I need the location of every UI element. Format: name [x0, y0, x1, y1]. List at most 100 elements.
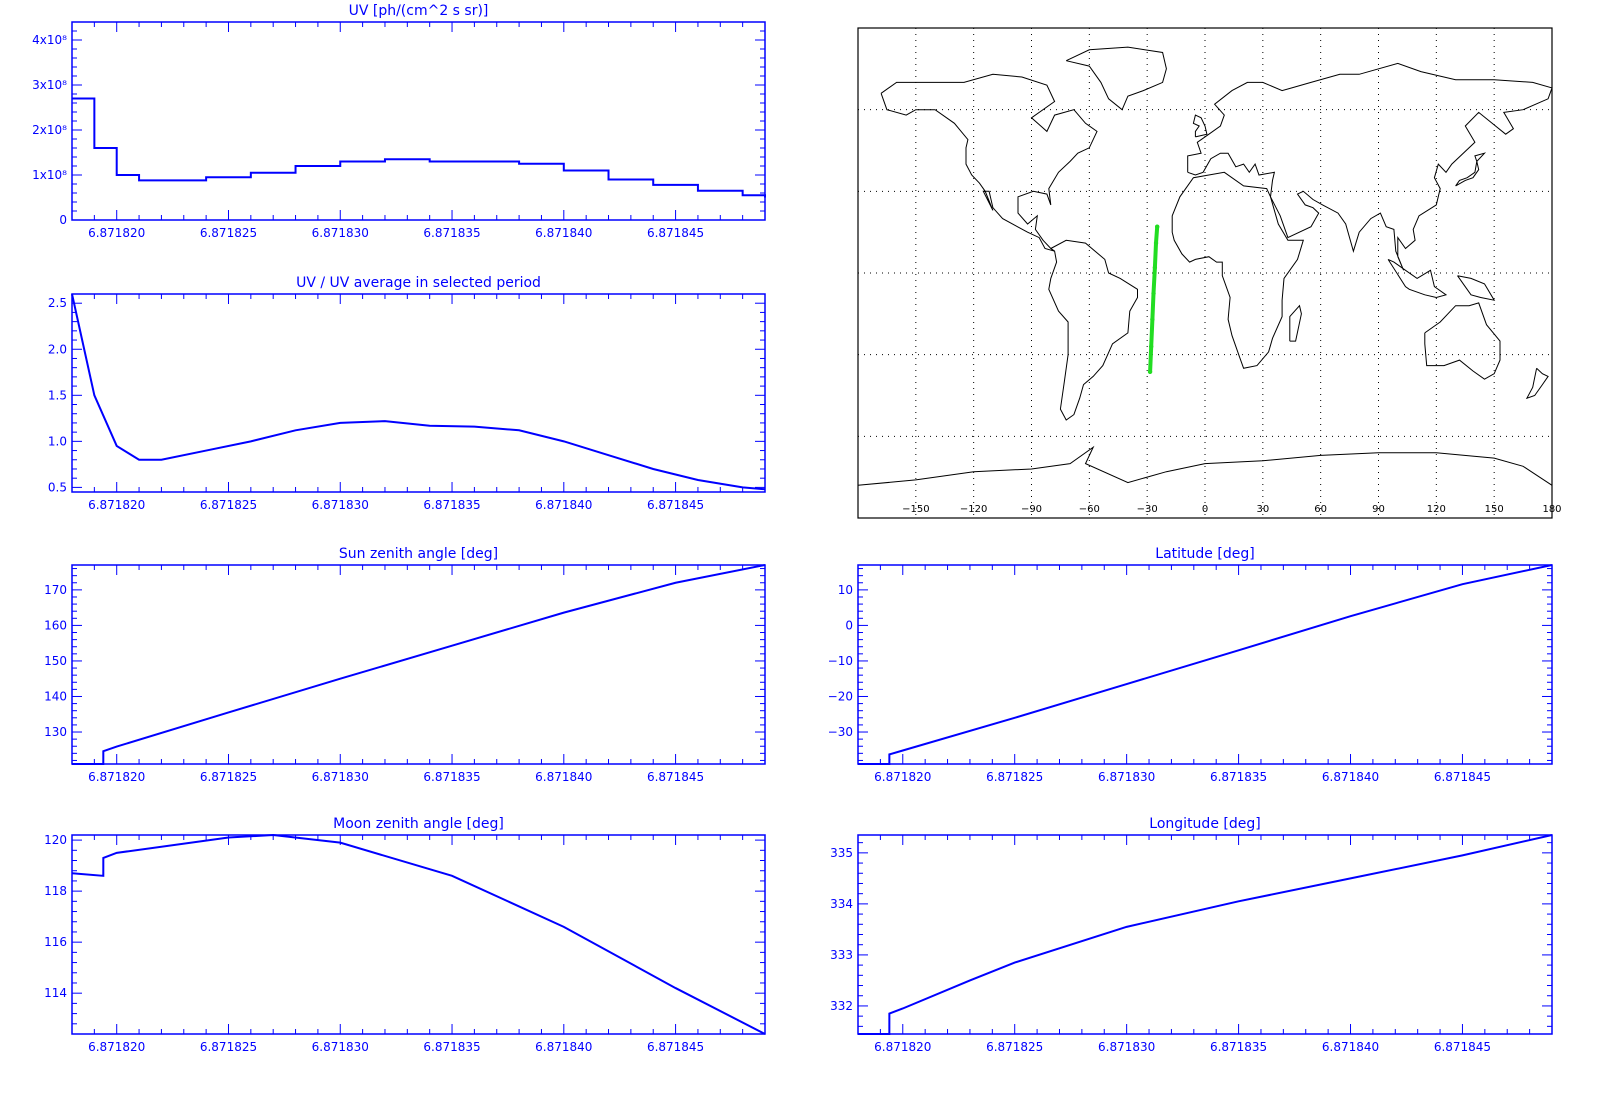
x-tick-label: 6.871845	[647, 770, 704, 784]
x-tick-label: 6.871830	[312, 498, 369, 512]
x-tick-label: 6.871820	[874, 770, 931, 784]
x-tick-label: 6.871840	[535, 770, 592, 784]
coastline-new-zealand	[1525, 367, 1549, 400]
chart-title: Moon zenith angle [deg]	[333, 816, 504, 832]
map-lon-tick-label: 180	[1542, 504, 1561, 515]
map-lon-tick-label: −90	[1021, 504, 1042, 515]
x-tick-label: 6.871820	[88, 498, 145, 512]
track-point	[1149, 344, 1154, 349]
chart-moon-zenith: Moon zenith angle [deg] 6.871820 6.871825 6…	[44, 816, 766, 1054]
y-tick-label: −20	[828, 689, 853, 703]
map-lon-tick-label: 60	[1314, 504, 1327, 515]
x-tick-label: 6.871820	[88, 226, 145, 240]
coastline-japan	[1455, 152, 1487, 187]
series-line	[71, 833, 766, 1035]
y-tick-label: 0	[59, 213, 67, 227]
y-tick-label: 334	[830, 897, 853, 911]
x-tick-label: 6.871820	[88, 1040, 145, 1054]
track-point	[1150, 317, 1155, 322]
x-tick-label: 6.871825	[200, 226, 257, 240]
map-lon-tick-label: −60	[1079, 504, 1100, 515]
x-tick-label: 6.871825	[200, 1040, 257, 1054]
x-tick-label: 6.871820	[874, 1040, 931, 1054]
track-point	[1151, 291, 1156, 296]
y-tick-label: −10	[828, 654, 853, 668]
coastline-south-america	[1048, 239, 1138, 421]
y-tick-label: 1x10⁸	[32, 168, 67, 182]
plot-frame	[71, 21, 766, 221]
chart-title: UV / UV average in selected period	[296, 275, 541, 291]
x-tick-label: 6.871835	[423, 1040, 480, 1054]
plot-frame	[857, 564, 1553, 765]
map-lon-tick-label: −150	[902, 504, 929, 515]
y-tick-label: 332	[830, 999, 853, 1013]
coastline-eurasia	[1187, 62, 1553, 271]
coastline-indonesia	[1387, 258, 1448, 299]
map-lon-tick-label: 120	[1427, 504, 1446, 515]
map-lon-tick-label: 0	[1202, 504, 1208, 515]
y-tick-label: 116	[44, 935, 67, 949]
plot-frame	[857, 834, 1553, 1035]
y-tick-label: 118	[44, 884, 67, 898]
y-tick-label: 2x10⁸	[32, 123, 67, 137]
x-tick-label: 6.871830	[1098, 1040, 1155, 1054]
chart-title: UV [ph/(cm^2 s sr)]	[349, 3, 489, 19]
x-tick-label: 6.871825	[986, 770, 1043, 784]
x-tick-label: 6.871840	[1322, 770, 1379, 784]
y-tick-label: −30	[828, 725, 853, 739]
x-tick-label: 6.871840	[1322, 1040, 1379, 1054]
y-tick-label: 1.5	[48, 388, 67, 402]
charts-group: UV [ph/(cm^2 s sr)] 6.871820 6.871825 6.871…	[32, 3, 1553, 1054]
chart-sun-zenith: Sun zenith angle [deg] 6.871820 6.871825 6.…	[44, 546, 766, 784]
coastline-british-isles	[1192, 114, 1208, 138]
chart-uv-ratio: UV / UV average in selected period 6.8718…	[48, 275, 766, 512]
x-tick-label: 6.871835	[1210, 1040, 1267, 1054]
y-tick-label: 335	[830, 846, 853, 860]
y-tick-label: 170	[44, 583, 67, 597]
x-tick-label: 6.871840	[535, 498, 592, 512]
y-tick-label: 130	[44, 725, 67, 739]
y-tick-label: 2.0	[48, 342, 67, 356]
x-tick-label: 6.871825	[986, 1040, 1043, 1054]
map-lon-tick-label: 90	[1372, 504, 1385, 515]
map-lon-tick-label: 150	[1485, 504, 1504, 515]
plot-frame	[71, 834, 766, 1035]
x-tick-label: 6.871840	[535, 1040, 592, 1054]
map-lon-tick-label: 30	[1256, 504, 1269, 515]
x-tick-label: 6.871845	[647, 1040, 704, 1054]
satellite-track	[1148, 224, 1160, 374]
coastline-africa	[1171, 171, 1304, 369]
series-line	[71, 293, 766, 491]
x-tick-label: 6.871825	[200, 770, 257, 784]
y-tick-label: 150	[44, 654, 67, 668]
x-tick-label: 6.871845	[1434, 770, 1491, 784]
track-point	[1154, 224, 1160, 229]
x-tick-label: 6.871845	[1434, 1040, 1491, 1054]
y-tick-label: 140	[44, 689, 67, 703]
track-point	[1152, 265, 1158, 270]
coastline-greenland	[1065, 46, 1167, 111]
x-tick-label: 6.871830	[312, 226, 369, 240]
x-tick-label: 6.871830	[312, 770, 369, 784]
chart-title: Longitude [deg]	[1149, 816, 1260, 832]
x-tick-label: 6.871835	[423, 226, 480, 240]
x-tick-label: 6.871845	[647, 498, 704, 512]
y-tick-label: 0.5	[48, 480, 67, 494]
x-tick-label: 6.871825	[200, 498, 257, 512]
y-tick-label: 1.0	[48, 434, 67, 448]
world-map: −150 −120 −90 −60 −30 0 30 60 90 120 150 180	[857, 27, 1562, 519]
x-tick-label: 6.871845	[647, 226, 704, 240]
track-point	[1153, 240, 1159, 246]
x-tick-label: 6.871835	[423, 770, 480, 784]
coastline-new-guinea	[1457, 275, 1496, 301]
map-lon-tick-label: −30	[1137, 504, 1158, 515]
coastline-antarctica	[857, 445, 1553, 486]
y-tick-label: 0	[845, 618, 853, 632]
series-line	[72, 564, 766, 765]
x-tick-label: 6.871835	[1210, 770, 1267, 784]
map-lon-tick-label: −120	[960, 504, 987, 515]
y-tick-label: 160	[44, 618, 67, 632]
y-tick-label: 333	[830, 948, 853, 962]
x-tick-label: 6.871830	[1098, 770, 1155, 784]
